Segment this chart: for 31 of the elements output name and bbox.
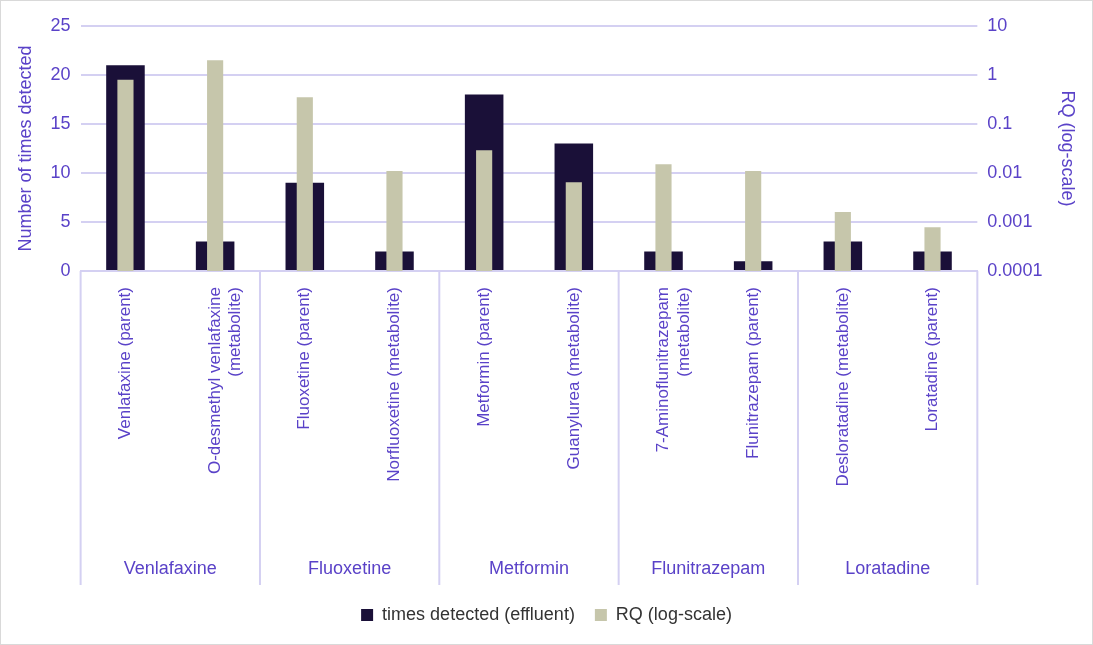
x-tick-label: Flunitrazepam (parent): [742, 287, 762, 459]
y2-tick-label: 0.01: [987, 161, 1023, 182]
y2-axis-title: RQ (log-scale): [1058, 90, 1079, 207]
x-tick-label: Loratadine (parent): [922, 287, 942, 432]
y2-tick-label: 0.001: [987, 210, 1033, 231]
y-tick-label: 25: [50, 14, 71, 35]
x-tick-label: Desloratadine (metabolite): [832, 287, 852, 487]
y-tick-label: 5: [60, 210, 71, 231]
legend-label: RQ (log-scale): [615, 603, 732, 624]
legend-label: times detected (effluent): [382, 603, 575, 624]
y-axis-title: Number of times detected: [14, 45, 35, 252]
x-tick-label: 7-Aminoflunitrazepam (metabolite): [653, 287, 693, 453]
text: Flunitrazepam: [651, 557, 766, 578]
y2-tick-label: 10: [987, 14, 1008, 35]
x-tick-label: Venlafaxine (parent): [115, 287, 135, 440]
y-tick-label: 0: [60, 259, 71, 280]
y-tick-label: 10: [50, 161, 71, 182]
y2-tick-label: 0.1: [987, 112, 1013, 133]
y-tick-label: 20: [50, 63, 71, 84]
x-tick-label: Norfluoxetine (metabolite): [384, 287, 404, 482]
y-tick-label: 15: [50, 112, 71, 133]
x-tick-label: Fluoxetine (parent): [294, 287, 314, 430]
x-tick-label: Metformin (parent): [473, 287, 493, 427]
text: Venlafaxine: [123, 557, 217, 578]
text: Metformin: [488, 557, 569, 578]
x-tick-label: Guanylurea (metabolite): [563, 287, 583, 470]
y2-tick-label: 1: [987, 63, 998, 84]
x-tick-label: O-desmethyl venlafaxine (metabolite): [204, 287, 245, 475]
text: Fluoxetine: [308, 557, 392, 578]
text: Loratadine: [845, 557, 931, 578]
y2-tick-label: 0.0001: [987, 259, 1043, 280]
